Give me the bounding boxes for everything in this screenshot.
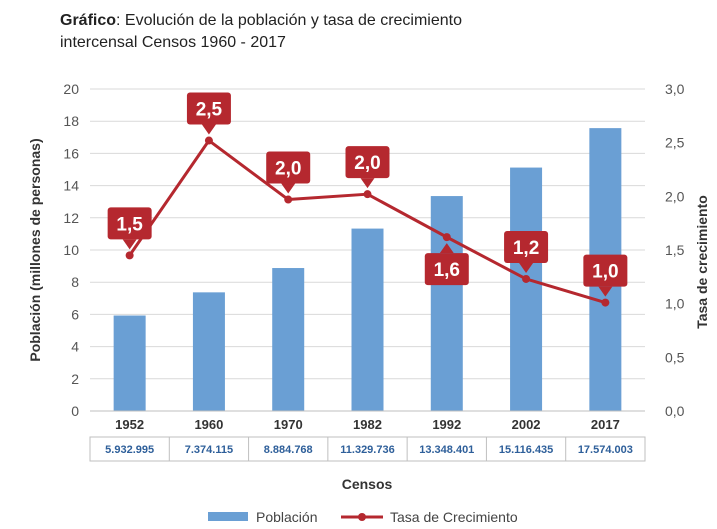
bar <box>510 167 543 411</box>
data-label-box <box>345 146 390 179</box>
y2-tick-label: 2,5 <box>665 135 685 151</box>
bar <box>113 315 146 411</box>
data-label-pointer <box>201 124 216 135</box>
data-label: 1,6 <box>424 243 469 286</box>
legend-swatch-point <box>358 513 366 521</box>
data-label-pointer <box>281 183 296 194</box>
data-label-box <box>107 207 152 240</box>
chart-title-rest: : Evolución de la población y tasa de cr… <box>116 12 462 29</box>
legend: Población Tasa de Crecimiento <box>208 509 518 525</box>
x-tick-label: 1970 <box>274 417 303 432</box>
y-tick-label: 16 <box>63 145 79 161</box>
table-cell: 8.884.768 <box>264 444 313 456</box>
y2-tick-label: 0,5 <box>665 349 685 365</box>
y2-tick-label: 3,0 <box>665 81 685 97</box>
y-tick-label: 14 <box>63 178 79 194</box>
data-label-pointer <box>598 286 613 297</box>
bar-series <box>113 128 622 412</box>
x-tick-label: 2002 <box>512 417 541 432</box>
y-tick-label: 4 <box>71 339 79 355</box>
table-cell: 17.574.003 <box>578 444 633 456</box>
line-point <box>363 190 372 199</box>
y-axis-left: 0 2 4 6 8 10 12 14 16 18 20 <box>63 81 79 419</box>
chart-title-line2: intercensal Censos 1960 - 2017 <box>60 34 286 51</box>
y-tick-label: 10 <box>63 242 79 258</box>
data-label-box <box>186 92 231 125</box>
line-point <box>125 251 134 260</box>
chart-title-bold: Gráfico <box>60 12 117 29</box>
x-tick-label: 1982 <box>353 417 382 432</box>
table-cell: 5.932.995 <box>105 444 154 456</box>
line-point <box>442 233 451 242</box>
legend-label-bar: Población <box>256 509 318 525</box>
legend-swatch-bar <box>208 512 248 521</box>
data-label-text: 2,5 <box>196 100 223 121</box>
bar <box>430 196 463 411</box>
y-tick-label: 6 <box>71 306 79 322</box>
bar <box>272 268 305 411</box>
y2-tick-label: 0,0 <box>665 403 685 419</box>
data-label-box <box>424 253 469 286</box>
y2-axis-title: Tasa de crecimiento <box>694 195 710 329</box>
bar <box>351 228 384 411</box>
line-point <box>522 274 531 283</box>
data-label-text: 1,0 <box>592 262 618 283</box>
y-tick-label: 8 <box>71 274 79 290</box>
data-label: 1,2 <box>504 230 549 273</box>
y-tick-label: 0 <box>71 403 79 419</box>
data-label-text: 1,2 <box>513 238 539 259</box>
value-table: 5.932.995 7.374.115 8.884.768 11.329.736 13.… <box>89 436 646 462</box>
y2-tick-label: 2,0 <box>665 188 685 204</box>
x-tick-label: 1952 <box>115 417 144 432</box>
line-point <box>204 136 213 145</box>
line-point <box>284 195 293 204</box>
y-tick-label: 18 <box>63 113 79 129</box>
y2-tick-label: 1,5 <box>665 242 685 258</box>
y-tick-label: 2 <box>71 371 79 387</box>
data-label-pointer <box>122 239 137 250</box>
table-cell: 11.329.736 <box>340 444 394 456</box>
data-labels: 1,5 2,5 2,0 2,0 1,6 1,2 1,0 <box>107 92 628 297</box>
data-label-text: 2,0 <box>354 153 380 174</box>
data-label: 1,0 <box>583 254 628 297</box>
data-label: 2,5 <box>186 92 231 135</box>
table-cell: 15.116.435 <box>499 444 553 456</box>
y-tick-label: 20 <box>63 81 79 97</box>
y-axis-title: Población (millones de personas) <box>27 138 43 361</box>
table-cell: 7.374.115 <box>185 444 233 456</box>
data-label: 2,0 <box>266 151 311 194</box>
x-tick-label: 1960 <box>194 417 223 432</box>
y-axis-right: 0,0 0,5 1,0 1,5 2,0 2,5 3,0 <box>665 81 685 419</box>
chart-title: Gráfico: Evolución de la población y tas… <box>60 10 660 54</box>
x-tick-label: 1992 <box>432 417 461 432</box>
x-axis: 1952 1960 1970 1982 1992 2002 2017 <box>90 410 645 432</box>
table-cell: 13.348.401 <box>419 444 474 456</box>
data-label-box <box>504 230 549 263</box>
data-label-text: 1,6 <box>434 260 460 281</box>
x-tick-label: 2017 <box>591 417 620 432</box>
line-point <box>601 298 610 307</box>
y2-tick-label: 1,0 <box>665 296 685 312</box>
legend-label-line: Tasa de Crecimiento <box>390 509 518 525</box>
x-axis-title: Censos <box>342 476 393 492</box>
data-label-pointer <box>439 243 454 254</box>
data-label-text: 1,5 <box>116 214 143 235</box>
table-border <box>89 436 646 462</box>
data-label-box <box>583 254 628 287</box>
data-label-box <box>266 151 311 184</box>
y-tick-label: 12 <box>63 210 79 226</box>
data-label: 2,0 <box>345 146 390 189</box>
bar <box>192 292 225 411</box>
data-label-pointer <box>519 262 534 273</box>
data-label-text: 2,0 <box>275 159 301 180</box>
data-label-pointer <box>360 178 375 189</box>
line-series <box>125 136 610 307</box>
data-label: 1,5 <box>107 207 152 250</box>
